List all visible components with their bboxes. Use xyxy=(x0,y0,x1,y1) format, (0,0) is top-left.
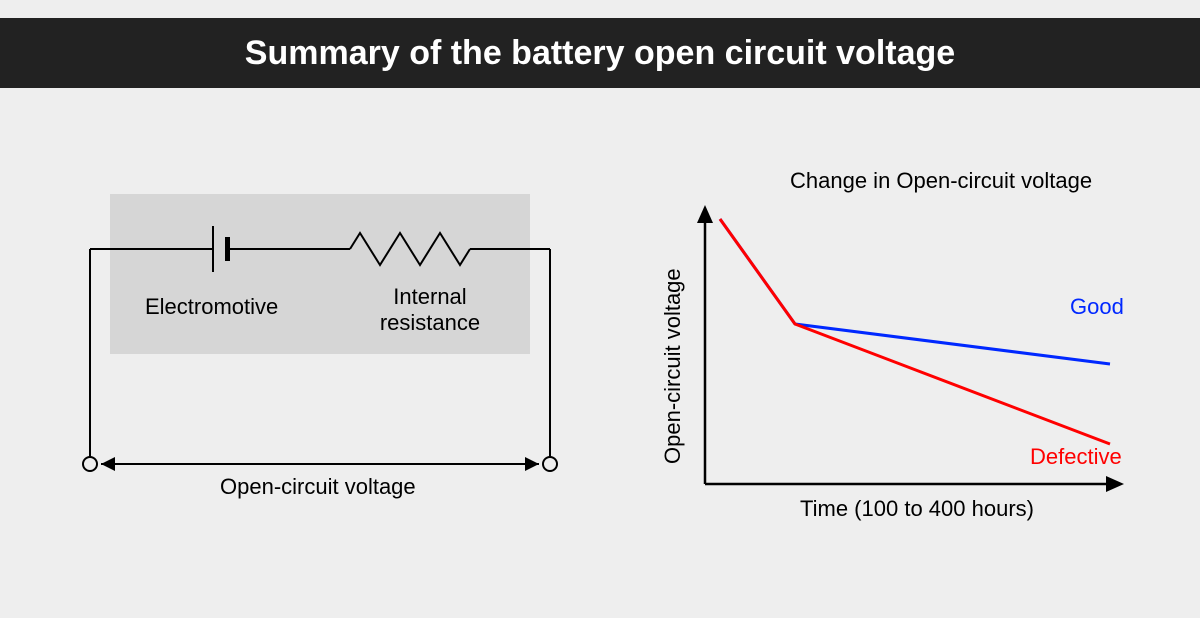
defective-series-label: Defective xyxy=(1030,444,1122,470)
chart-svg xyxy=(630,154,1150,534)
resistance-label: Internal resistance xyxy=(360,284,500,337)
content-row: Electromotive Internal resistance Open-c… xyxy=(0,88,1200,600)
page-title: Summary of the battery open circuit volt… xyxy=(245,34,955,73)
electromotive-label: Electromotive xyxy=(145,294,278,320)
circuit-svg xyxy=(50,164,590,524)
chart-title: Change in Open-circuit voltage xyxy=(790,168,1092,194)
title-bar: Summary of the battery open circuit volt… xyxy=(0,18,1200,88)
ocv-chart: Change in Open-circuit voltage Open-circ… xyxy=(630,154,1150,534)
ocv-label: Open-circuit voltage xyxy=(220,474,416,500)
good-series-label: Good xyxy=(1070,294,1124,320)
circuit-diagram: Electromotive Internal resistance Open-c… xyxy=(50,164,590,524)
y-axis-label: Open-circuit voltage xyxy=(660,268,686,464)
x-axis-label: Time (100 to 400 hours) xyxy=(800,496,1034,522)
